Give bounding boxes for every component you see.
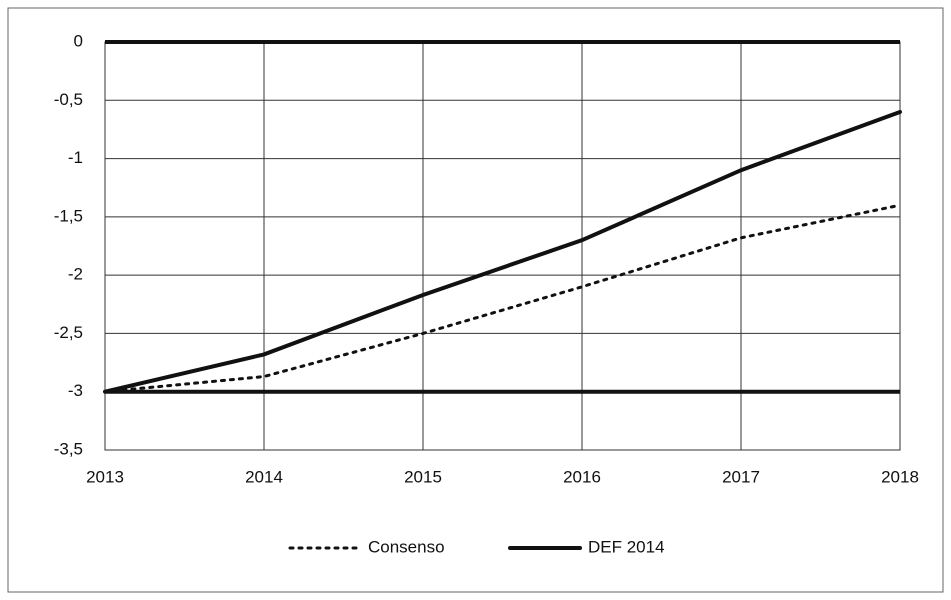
y-tick-label: -1,5 — [54, 206, 83, 225]
y-tick-label: -2 — [68, 265, 83, 284]
series-line — [103, 109, 902, 394]
x-tick-label: 2018 — [881, 467, 919, 486]
series-line — [103, 203, 902, 394]
legend-label: DEF 2014 — [588, 537, 665, 556]
x-tick-label: 2015 — [404, 467, 442, 486]
chart-frame — [7, 7, 944, 593]
y-tick-label: -0,5 — [54, 90, 83, 109]
y-tick-label: -3 — [68, 381, 83, 400]
y-tick-label: -1 — [68, 148, 83, 167]
x-tick-label: 2017 — [722, 467, 760, 486]
x-tick-label: 2016 — [563, 467, 601, 486]
legend-label: Consenso — [368, 537, 445, 556]
x-tick-label: 2014 — [245, 467, 283, 486]
y-tick-label: 0 — [74, 31, 83, 50]
y-tick-label: -2,5 — [54, 323, 83, 342]
y-tick-label: -3,5 — [54, 439, 83, 458]
x-tick-label: 2013 — [86, 467, 124, 486]
